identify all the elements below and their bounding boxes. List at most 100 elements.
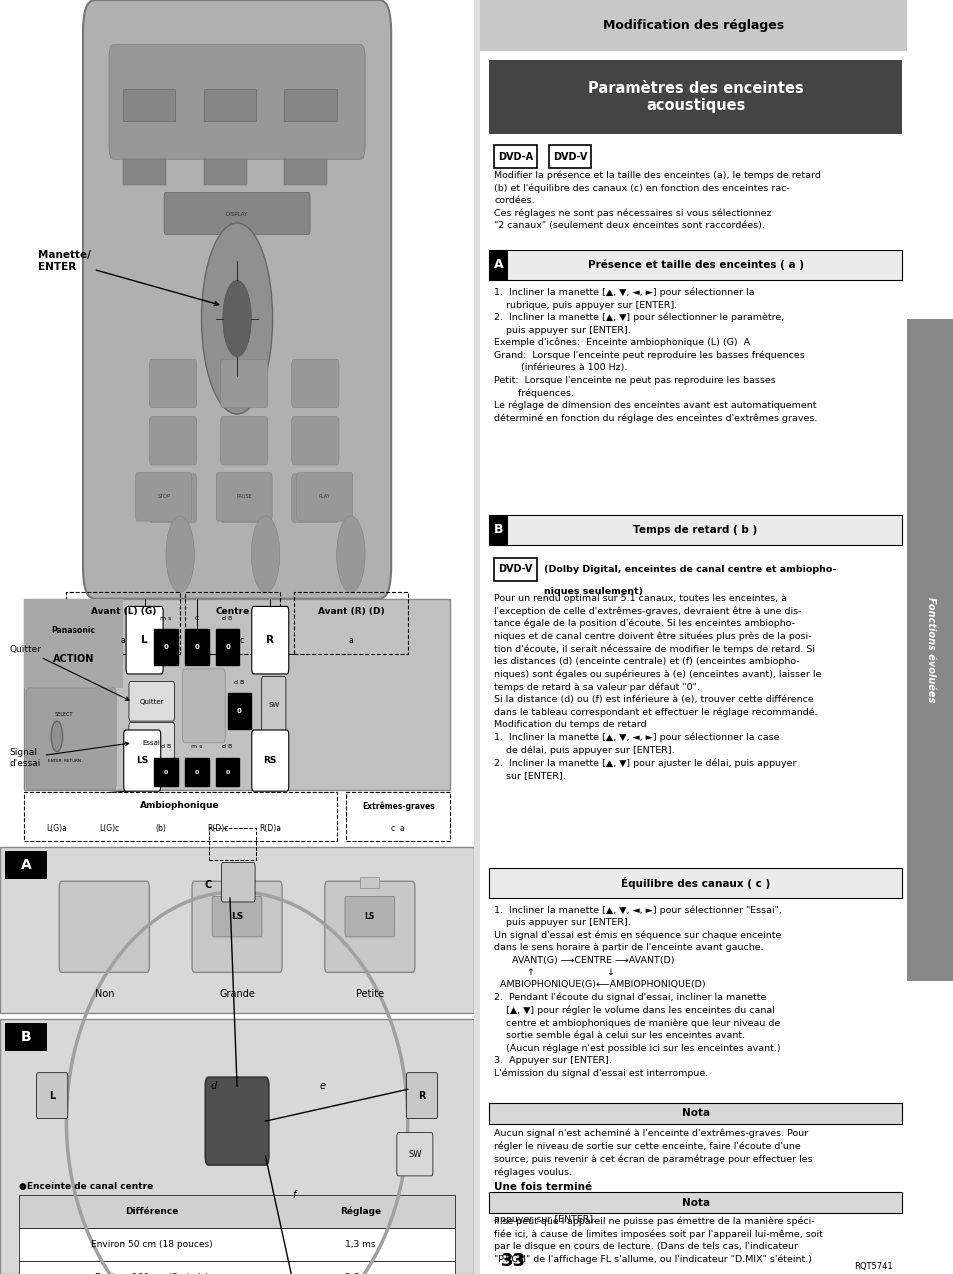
Circle shape	[336, 516, 365, 592]
Bar	[479, 0, 905, 51]
Text: (Dolby Digital, enceintes de canal centre et ambiopho-: (Dolby Digital, enceintes de canal centr…	[543, 564, 835, 575]
FancyBboxPatch shape	[124, 730, 160, 791]
Bar	[489, 868, 901, 898]
FancyBboxPatch shape	[396, 1133, 433, 1176]
Text: 0: 0	[225, 769, 230, 775]
Text: DVD-V: DVD-V	[497, 564, 532, 575]
Bar	[494, 145, 537, 168]
Text: B: B	[494, 524, 503, 536]
FancyBboxPatch shape	[406, 1073, 437, 1119]
Text: Équilibre des canaux ( c ): Équilibre des canaux ( c )	[620, 877, 769, 889]
Bar	[489, 515, 901, 545]
Text: Présence et taille des enceintes ( a ): Présence et taille des enceintes ( a )	[587, 260, 802, 270]
Text: 1.  Incliner la manette [▲, ▼, ◄, ►] pour sélectionner la
    rubrique, puis app: 1. Incliner la manette [▲, ▼, ◄, ►] pour…	[494, 288, 817, 423]
Bar	[5, 1023, 48, 1051]
Bar	[5, 851, 48, 879]
Bar	[204, 159, 246, 185]
Text: DVD-A: DVD-A	[497, 152, 533, 162]
Bar	[204, 89, 255, 121]
Bar	[154, 758, 177, 786]
Text: b  a  c: b a c	[220, 636, 244, 645]
Text: B: B	[21, 1031, 31, 1043]
Text: m s: m s	[191, 744, 202, 749]
Text: Incliner la manette [▲, ▼, ◄, ►] pour sélectionner "Quitter", puis
appuyer sur [: Incliner la manette [▲, ▼, ◄, ►] pour sé…	[494, 1203, 798, 1224]
Text: Environ 50 cm (18 pouces): Environ 50 cm (18 pouces)	[91, 1240, 213, 1250]
Circle shape	[166, 516, 194, 592]
Text: d B: d B	[161, 744, 171, 749]
Text: Non: Non	[94, 989, 114, 999]
Text: Quitter: Quitter	[10, 645, 129, 701]
Bar	[19, 1261, 455, 1274]
Text: a: a	[121, 636, 126, 645]
Bar	[228, 693, 251, 729]
Text: c  a: c a	[391, 824, 405, 833]
FancyBboxPatch shape	[292, 474, 338, 522]
Text: Aucun signal n'est acheminé à l'enceinte d'extrêmes-graves. Pour
régler le nivea: Aucun signal n'est acheminé à l'enceinte…	[494, 1129, 812, 1177]
Text: A: A	[21, 859, 31, 871]
Text: Essai: Essai	[143, 740, 160, 745]
Text: Manette/
ENTER: Manette/ ENTER	[38, 251, 218, 306]
Bar	[548, 145, 591, 168]
FancyBboxPatch shape	[212, 897, 262, 936]
FancyBboxPatch shape	[126, 606, 163, 674]
Text: 0: 0	[194, 769, 198, 775]
Text: C: C	[194, 617, 199, 622]
Text: ●Enceinte de canal centre: ●Enceinte de canal centre	[19, 1182, 153, 1191]
Text: R: R	[417, 1091, 425, 1101]
FancyBboxPatch shape	[345, 897, 395, 936]
Text: f: f	[292, 1190, 295, 1200]
Text: R(D)c: R(D)c	[207, 824, 229, 833]
FancyBboxPatch shape	[135, 473, 192, 521]
FancyBboxPatch shape	[150, 359, 196, 408]
FancyBboxPatch shape	[220, 474, 268, 522]
Bar	[185, 629, 209, 665]
Bar	[360, 878, 379, 888]
Text: Il se peut que l'appareil ne puisse pas émettre de la manière spéci-
fiée ici, à: Il se peut que l'appareil ne puisse pas …	[494, 1217, 822, 1264]
Text: R(D)a: R(D)a	[259, 824, 281, 833]
Circle shape	[51, 721, 63, 752]
Bar	[215, 758, 239, 786]
Text: Différence: Différence	[125, 1206, 178, 1217]
Text: RQT5741: RQT5741	[853, 1261, 891, 1271]
Text: Signal
d'essai: Signal d'essai	[10, 741, 129, 768]
Circle shape	[251, 516, 279, 592]
Bar	[24, 599, 450, 790]
Text: Modifier la présence et la taille des enceintes (a), le temps de retard
(b) et l: Modifier la présence et la taille des en…	[494, 171, 821, 231]
FancyBboxPatch shape	[59, 882, 150, 972]
Bar	[489, 60, 901, 134]
Bar	[294, 592, 407, 654]
FancyBboxPatch shape	[129, 682, 174, 721]
Text: Petite: Petite	[355, 989, 383, 999]
Bar	[489, 250, 508, 280]
FancyBboxPatch shape	[192, 882, 282, 972]
FancyBboxPatch shape	[252, 606, 289, 674]
Text: Grande: Grande	[219, 989, 254, 999]
Text: SW: SW	[268, 702, 279, 707]
Text: C: C	[205, 880, 212, 891]
FancyBboxPatch shape	[36, 1073, 68, 1119]
Bar	[123, 159, 166, 185]
Bar	[19, 1228, 455, 1261]
FancyBboxPatch shape	[205, 1078, 269, 1164]
FancyBboxPatch shape	[292, 359, 338, 408]
Text: DISPLAY: DISPLAY	[226, 211, 248, 217]
Text: d B: d B	[222, 744, 233, 749]
Text: d B: d B	[222, 617, 233, 622]
Text: A: A	[494, 259, 503, 271]
Text: Nota: Nota	[680, 1108, 709, 1119]
Bar	[489, 515, 508, 545]
Text: 33: 33	[500, 1252, 525, 1270]
Text: Fonctions évoluées: Fonctions évoluées	[925, 598, 935, 702]
Bar	[209, 828, 255, 860]
Bar	[489, 1192, 901, 1213]
Text: L: L	[49, 1091, 55, 1101]
Text: SELECT: SELECT	[54, 712, 73, 717]
FancyBboxPatch shape	[296, 473, 353, 521]
Text: 0: 0	[164, 769, 168, 775]
Text: Panasonic: Panasonic	[51, 626, 95, 636]
FancyBboxPatch shape	[26, 688, 116, 790]
FancyBboxPatch shape	[83, 0, 391, 599]
Text: Modification des réglages: Modification des réglages	[602, 19, 783, 32]
Bar	[185, 758, 209, 786]
Bar	[185, 592, 279, 654]
